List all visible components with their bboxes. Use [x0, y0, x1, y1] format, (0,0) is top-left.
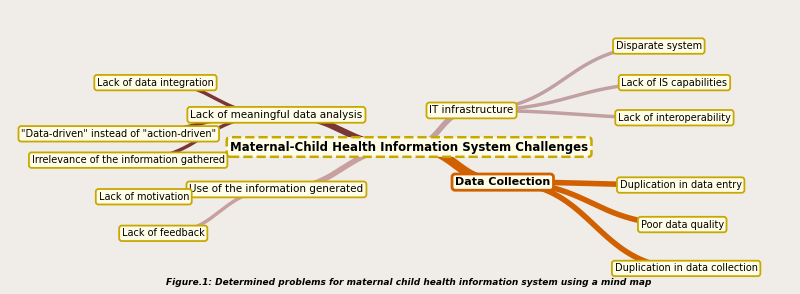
Text: Lack of feedback: Lack of feedback [122, 228, 205, 238]
Text: Lack of IS capabilities: Lack of IS capabilities [622, 78, 727, 88]
Text: Lack of motivation: Lack of motivation [98, 192, 189, 202]
Text: Use of the information generated: Use of the information generated [190, 184, 363, 194]
Text: Duplication in data collection: Duplication in data collection [614, 263, 758, 273]
Text: Duplication in data entry: Duplication in data entry [620, 180, 742, 190]
Text: Data Collection: Data Collection [455, 177, 550, 187]
Text: Lack of data integration: Lack of data integration [97, 78, 214, 88]
Text: Figure.1: Determined problems for maternal child health information system using: Figure.1: Determined problems for matern… [166, 278, 652, 288]
Text: Irrelevance of the information gathered: Irrelevance of the information gathered [32, 155, 225, 165]
Text: IT infrastructure: IT infrastructure [430, 106, 514, 116]
Text: Lack of interoperability: Lack of interoperability [618, 113, 731, 123]
Text: Maternal-Child Health Information System Challenges: Maternal-Child Health Information System… [230, 141, 588, 153]
Text: Lack of meaningful data analysis: Lack of meaningful data analysis [190, 110, 362, 120]
Text: Disparate system: Disparate system [616, 41, 702, 51]
Text: "Data-driven" instead of "action-driven": "Data-driven" instead of "action-driven" [22, 129, 216, 139]
Text: Poor data quality: Poor data quality [641, 220, 724, 230]
